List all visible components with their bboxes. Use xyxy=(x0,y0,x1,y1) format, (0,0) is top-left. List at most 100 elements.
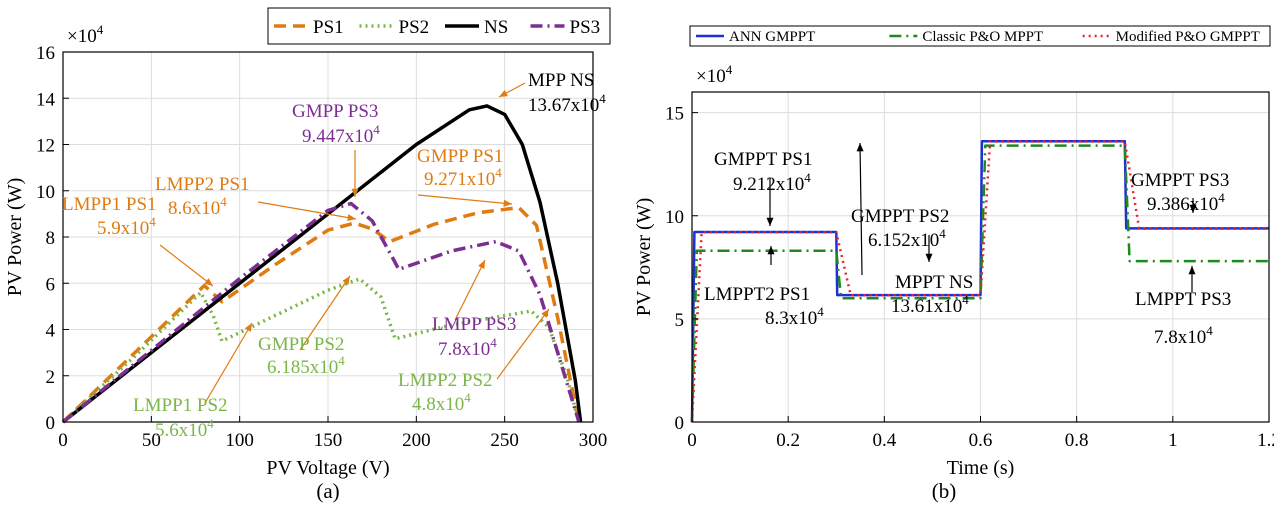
annotation-arrowhead xyxy=(767,246,775,255)
annotation-arrowhead xyxy=(1188,266,1196,275)
legend: PS1 PS2 NS PS3 xyxy=(267,7,611,45)
annotation-6: 13.61x104 xyxy=(891,292,969,317)
legend-label-3: Modified P&O GMPPT xyxy=(1116,29,1260,45)
series-line-2 xyxy=(690,144,1269,423)
x-tick-label: 150 xyxy=(314,430,343,451)
y-multiplier: ×104 xyxy=(696,62,733,87)
annotation-arrowhead xyxy=(244,323,252,332)
annotation-11: LMPP PS3 xyxy=(432,314,516,335)
annotation-exp: 4 xyxy=(464,390,471,405)
legend-box xyxy=(689,25,1271,47)
annotation-7: LMPP2 PS1 xyxy=(155,174,250,195)
annotation-value: 7.8x10 xyxy=(438,339,490,360)
y-tick-label: 8 xyxy=(46,228,56,249)
annotation-10: 8.3x104 xyxy=(765,304,824,329)
annotation-1: MPP NS xyxy=(528,70,594,91)
annotation-text: LMPPT2 PS1 xyxy=(704,284,810,305)
annotation-text: LMPP2 PS2 xyxy=(398,370,493,391)
annotation-4: 6.152x104 xyxy=(868,226,946,251)
annotation-text: LMPP2 PS1 xyxy=(155,174,250,195)
annotation-4: 9.447x104 xyxy=(302,122,380,147)
annotation-value: 4.8x10 xyxy=(412,394,464,415)
series-line-4 xyxy=(61,201,581,424)
annotation-text: GMPPT PS3 xyxy=(1131,170,1229,191)
x-tick-label: 0.2 xyxy=(776,430,800,451)
annotation-5: MPPT NS xyxy=(895,272,973,293)
annotation-16: 5.6x104 xyxy=(155,416,214,441)
annotation-value: 6.152x10 xyxy=(868,230,939,251)
annotation-text: GMPPT PS2 xyxy=(851,206,949,227)
legend-label-3: NS xyxy=(484,17,508,38)
x-tick-label: 300 xyxy=(579,430,608,451)
annotation-text: GMPP PS1 xyxy=(417,146,503,167)
x-tick-label: 0.6 xyxy=(969,430,993,451)
annotation-exp: 4 xyxy=(207,416,214,431)
annotation-arrow xyxy=(496,308,550,380)
annotation-exp: 4 xyxy=(338,353,345,368)
x-tick-label: 1 xyxy=(1168,430,1178,451)
y-axis-label: PV Power (W) xyxy=(633,198,655,317)
annotation-arrowhead xyxy=(347,214,356,222)
annotation-9: LMPP1 PS1 xyxy=(62,194,157,215)
annotation-value: 7.8x10 xyxy=(1154,327,1206,348)
annotation-text: LMPPT PS3 xyxy=(1135,289,1231,310)
legend-box xyxy=(267,7,611,45)
annotation-12: 7.8x104 xyxy=(438,335,497,360)
x-tick-label: 1.2 xyxy=(1257,430,1274,451)
annotation-arrowhead xyxy=(766,217,774,226)
annotation-text: MPPT NS xyxy=(895,272,973,293)
annotation-11: LMPPT PS3 xyxy=(1135,289,1231,310)
annotation-1: GMPPT PS1 xyxy=(714,149,812,170)
annotation-17: LMPP2 PS2 xyxy=(398,370,493,391)
annotation-arrowhead xyxy=(1189,204,1197,213)
x-tick-label: 250 xyxy=(490,430,519,451)
legend: ANN GMPPT Classic P&O MPPT Modified P&O GM… xyxy=(689,25,1271,47)
annotation-text: LMPP PS3 xyxy=(432,314,516,335)
x-tick-label: 0.4 xyxy=(872,430,896,451)
annotation-2: 13.67x104 xyxy=(528,91,606,116)
annotation-value: 8.3x10 xyxy=(765,308,817,329)
legend-label-2: PS2 xyxy=(399,17,430,38)
y-tick-label: 4 xyxy=(46,321,56,342)
y-multiplier-exp: 4 xyxy=(97,22,104,37)
legend-label-2: Classic P&O MPPT xyxy=(922,29,1043,45)
x-tick-label: 50 xyxy=(142,430,161,451)
annotation-text: LMPP1 PS1 xyxy=(62,194,157,215)
annotation-18: 4.8x104 xyxy=(412,390,471,415)
x-tick-label: 200 xyxy=(402,430,431,451)
annotation-exp: 4 xyxy=(1218,190,1225,205)
annotation-value: 13.67x10 xyxy=(528,95,599,116)
annotation-exp: 4 xyxy=(817,304,824,319)
annotation-arrowhead xyxy=(925,253,933,262)
annotation-5: GMPP PS1 xyxy=(417,146,503,167)
y-tick-label: 0 xyxy=(46,413,56,434)
legend-label-4: PS3 xyxy=(570,17,601,38)
y-tick-label: 0 xyxy=(675,413,685,434)
y-tick-label: 16 xyxy=(36,43,55,64)
x-tick-label: 0 xyxy=(687,430,697,451)
legend-label-1: PS1 xyxy=(313,17,344,38)
series-line-3 xyxy=(690,140,1269,423)
annotation-text: GMPP PS3 xyxy=(292,101,378,122)
annotation-value: 9.212x10 xyxy=(733,174,804,195)
annotation-value: 6.185x10 xyxy=(267,357,338,378)
annotation-value: 9.386x10 xyxy=(1147,194,1218,215)
annotation-12: 7.8x104 xyxy=(1154,323,1213,348)
y-tick-label: 2 xyxy=(46,367,56,388)
y-multiplier-base: ×10 xyxy=(67,26,97,47)
annotation-exp: 4 xyxy=(599,91,606,106)
annotation-value: 9.271x10 xyxy=(424,169,495,190)
annotation-exp: 4 xyxy=(804,170,811,185)
annotation-arrowhead xyxy=(856,143,864,152)
y-multiplier-exp: 4 xyxy=(726,62,733,77)
annotation-arrow xyxy=(299,275,351,351)
y-tick-label: 6 xyxy=(46,274,56,295)
annotation-arrowhead xyxy=(204,278,213,286)
y-tick-label: 15 xyxy=(665,104,684,125)
annotation-arrow xyxy=(257,201,357,220)
y-tick-label: 10 xyxy=(665,207,684,228)
annotation-value: 9.447x10 xyxy=(302,126,373,147)
